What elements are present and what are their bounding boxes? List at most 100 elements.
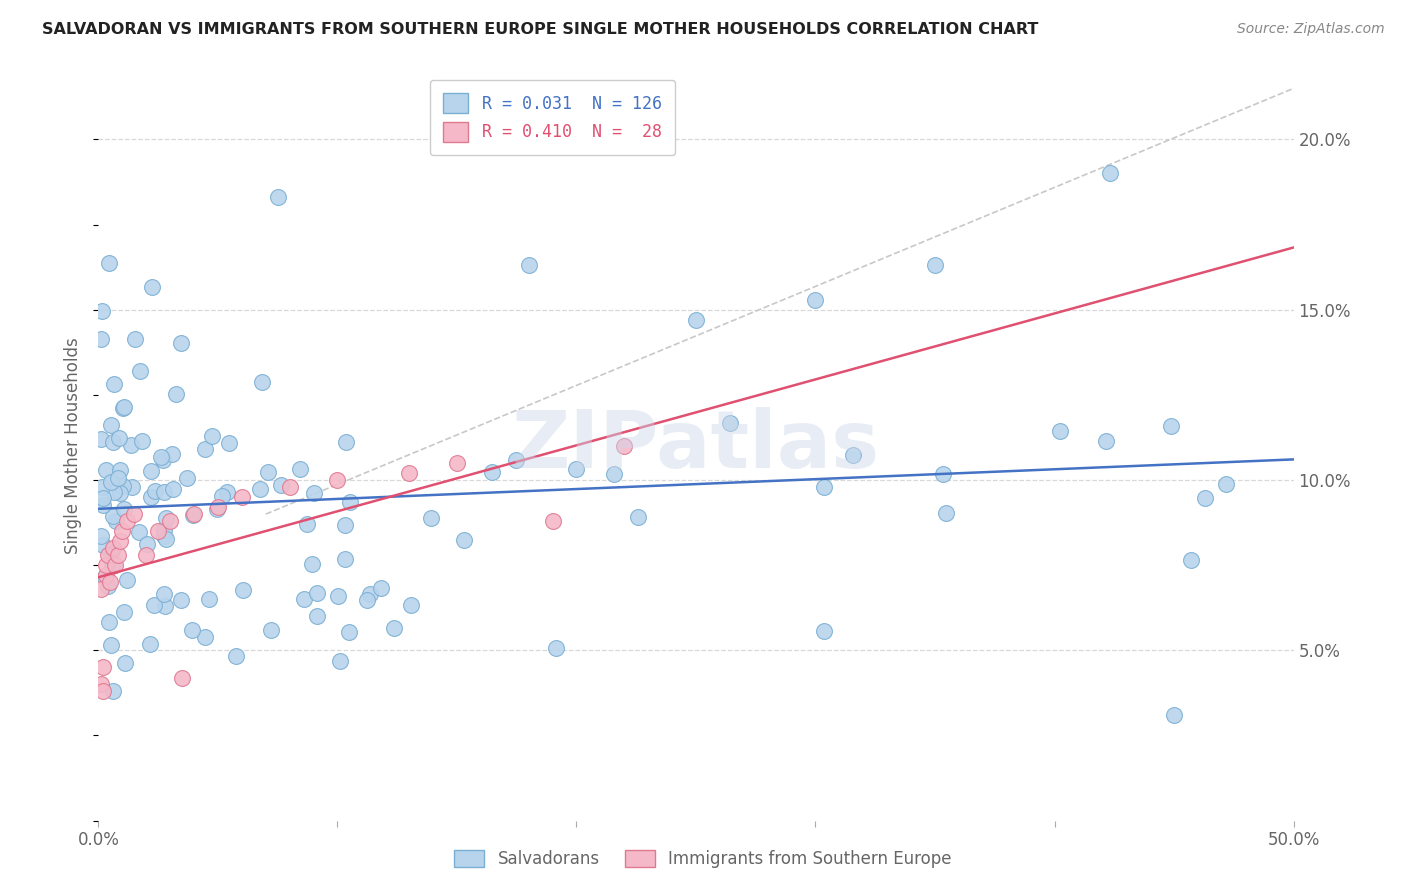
Point: [288, 461, 311, 475]
Point: [172, 671, 194, 685]
Point: [924, 259, 946, 273]
Point: [1163, 708, 1185, 723]
Point: [197, 592, 219, 607]
Point: [446, 456, 468, 470]
Point: [97, 548, 120, 562]
Point: [267, 190, 290, 204]
Point: [231, 490, 253, 504]
Point: [152, 484, 174, 499]
Point: [359, 587, 381, 601]
Point: [111, 524, 134, 538]
Point: [108, 486, 131, 500]
Point: [103, 485, 125, 500]
Point: [162, 447, 184, 461]
Point: [225, 648, 247, 663]
Point: [153, 523, 176, 537]
Point: [370, 581, 392, 595]
Point: [94, 463, 117, 477]
Point: [159, 514, 181, 528]
Point: [613, 439, 636, 453]
Point: [162, 483, 184, 497]
Point: [565, 462, 588, 476]
Point: [333, 551, 356, 566]
Point: [131, 434, 153, 449]
Point: [1180, 553, 1202, 567]
Point: [90, 333, 112, 347]
Point: [135, 548, 157, 562]
Text: Source: ZipAtlas.com: Source: ZipAtlas.com: [1237, 22, 1385, 37]
Point: [603, 467, 626, 482]
Point: [398, 467, 420, 481]
Point: [153, 587, 176, 601]
Point: [112, 479, 135, 493]
Point: [128, 525, 150, 540]
Point: [114, 501, 136, 516]
Point: [292, 592, 315, 607]
Point: [935, 506, 957, 520]
Point: [108, 463, 131, 477]
Point: [107, 471, 129, 485]
Point: [152, 453, 174, 467]
Point: [356, 592, 378, 607]
Point: [201, 429, 224, 443]
Point: [97, 579, 120, 593]
Text: ZIPatlas: ZIPatlas: [512, 407, 880, 485]
Point: [155, 533, 177, 547]
Legend: R = 0.031  N = 126, R = 0.410  N =  28: R = 0.031 N = 126, R = 0.410 N = 28: [430, 79, 675, 155]
Point: [101, 541, 124, 556]
Point: [278, 480, 301, 494]
Point: [104, 514, 127, 528]
Point: [813, 480, 835, 494]
Point: [326, 473, 349, 487]
Point: [90, 677, 112, 691]
Point: [249, 482, 271, 496]
Point: [107, 548, 129, 562]
Point: [307, 609, 329, 624]
Point: [108, 534, 131, 549]
Point: [101, 684, 124, 698]
Text: SALVADORAN VS IMMIGRANTS FROM SOUTHERN EUROPE SINGLE MOTHER HOUSEHOLDS CORRELATI: SALVADORAN VS IMMIGRANTS FROM SOUTHERN E…: [42, 22, 1039, 37]
Point: [91, 538, 114, 552]
Point: [194, 631, 217, 645]
Point: [129, 364, 152, 378]
Point: [301, 557, 323, 571]
Point: [94, 558, 117, 573]
Point: [1160, 418, 1182, 433]
Point: [1215, 476, 1237, 491]
Point: [382, 621, 405, 635]
Point: [139, 491, 162, 505]
Point: [546, 641, 568, 656]
Point: [91, 491, 114, 505]
Legend: Salvadorans, Immigrants from Southern Europe: Salvadorans, Immigrants from Southern Eu…: [447, 843, 959, 875]
Point: [170, 593, 193, 607]
Point: [120, 438, 142, 452]
Point: [101, 434, 124, 449]
Point: [813, 624, 835, 638]
Point: [627, 509, 650, 524]
Point: [329, 654, 352, 668]
Point: [90, 432, 112, 446]
Point: [91, 684, 114, 698]
Point: [153, 529, 176, 543]
Point: [517, 259, 540, 273]
Point: [1194, 491, 1216, 505]
Point: [932, 467, 955, 482]
Point: [90, 529, 112, 543]
Point: [250, 375, 273, 389]
Point: [194, 442, 217, 457]
Point: [143, 483, 166, 498]
Point: [505, 453, 527, 467]
Point: [718, 417, 741, 431]
Point: [148, 524, 170, 538]
Point: [112, 401, 135, 416]
Point: [335, 517, 357, 532]
Point: [170, 335, 193, 350]
Point: [1049, 425, 1071, 439]
Point: [297, 516, 319, 531]
Point: [121, 480, 143, 494]
Point: [181, 508, 204, 522]
Point: [141, 464, 163, 478]
Point: [304, 486, 326, 500]
Point: [94, 569, 117, 583]
Point: [842, 448, 865, 462]
